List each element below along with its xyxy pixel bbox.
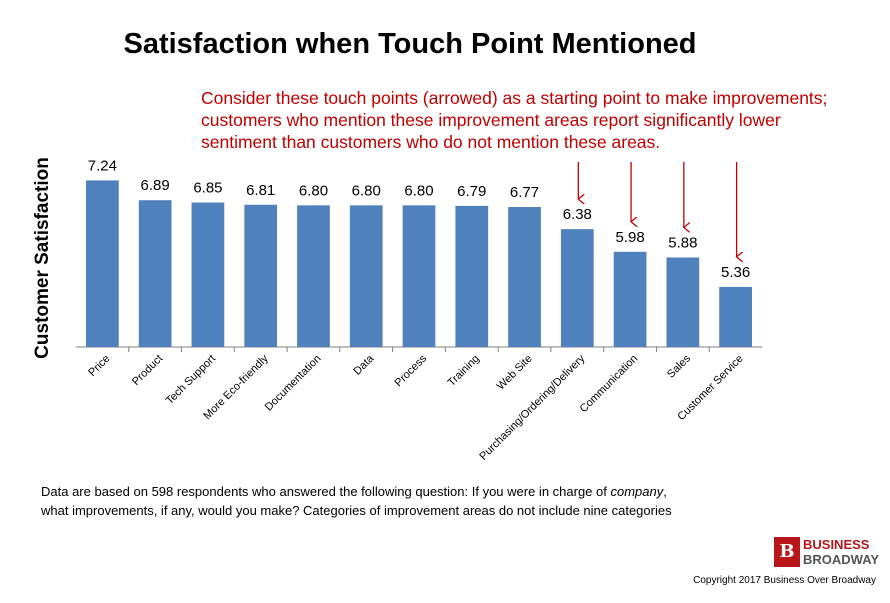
bar-chart: 7.24 Price 6.89 Product 6.85 Tech Support 6.81…: [76, 157, 762, 463]
logo-line-1: BUSINESS: [803, 537, 870, 552]
data-label-sales: 5.88: [668, 234, 697, 251]
data-label-communication: 5.98: [615, 229, 644, 246]
bar-process: [402, 205, 436, 347]
business-broadway-logo: B BUSINESS BROADWAY: [774, 537, 879, 567]
x-tick-label-training: Training: [446, 353, 482, 389]
footnote: Data are based on 598 respondents who an…: [41, 482, 672, 520]
x-tick-label-sales: Sales: [665, 352, 693, 380]
bar-documentation: [297, 205, 330, 347]
bar-web-site: [508, 207, 541, 347]
data-label-purchasing-ordering-delivery: 6.38: [563, 206, 592, 223]
bar-customer-service: [719, 286, 752, 347]
data-label-web-site: 6.77: [510, 184, 539, 201]
bar-communication: [613, 251, 647, 347]
data-label-process: 6.80: [404, 182, 433, 199]
x-tick-label-product: Product: [130, 353, 165, 388]
footnote-company: company: [610, 484, 664, 499]
footnote-line-1-post: ,: [663, 484, 667, 499]
bar-tech-support: [191, 202, 225, 347]
copyright: Copyright 2017 Business Over Broadway: [693, 575, 876, 586]
x-tick-label-tech-support: Tech Support: [164, 353, 218, 407]
annotation-line-2: customers who mention these improvement …: [201, 110, 781, 130]
footnote-line-1-pre: Data are based on 598 respondents who an…: [41, 484, 611, 499]
annotation-line-3: sentiment than customers who do not ment…: [201, 132, 661, 152]
annotation-line-1: Consider these touch points (arrowed) as…: [201, 88, 828, 108]
logo-mark: B: [774, 537, 800, 567]
bar-training: [455, 205, 489, 347]
data-label-product: 6.89: [141, 177, 170, 194]
bar-product: [138, 200, 172, 347]
bar-sales: [666, 257, 700, 347]
bar-price: [86, 180, 119, 347]
data-label-training: 6.79: [457, 183, 486, 200]
bar-purchasing-ordering-delivery: [560, 229, 594, 347]
x-tick-label-price: Price: [86, 353, 112, 379]
x-tick-label-purchasing-ordering-delivery: Purchasing/Ordering/Delivery: [477, 352, 587, 462]
data-label-data: 6.80: [352, 182, 381, 199]
x-tick-label-data: Data: [351, 352, 377, 378]
data-label-documentation: 6.80: [299, 182, 328, 199]
logo-line-2: BROADWAY: [803, 552, 880, 567]
data-label-more-eco-friendly: 6.81: [246, 182, 275, 199]
x-tick-label-process: Process: [393, 352, 430, 389]
x-tick-label-web-site: Web Site: [495, 353, 535, 393]
data-label-tech-support: 6.85: [193, 180, 222, 197]
data-label-customer-service: 5.36: [721, 264, 750, 281]
footnote-line-1: Data are based on 598 respondents who an…: [41, 482, 672, 501]
chart-annotation: Consider these touch points (arrowed) as…: [201, 87, 881, 153]
x-tick-label-communication: Communication: [578, 353, 641, 416]
bar-data: [349, 205, 383, 347]
chart-title: Satisfaction when Touch Point Mentioned: [123, 28, 697, 60]
data-label-price: 7.24: [88, 157, 117, 174]
x-tick-label-documentation: Documentation: [263, 353, 324, 414]
footnote-line-2: what improvements, if any, would you mak…: [41, 503, 672, 518]
bar-more-eco-friendly: [244, 204, 278, 347]
